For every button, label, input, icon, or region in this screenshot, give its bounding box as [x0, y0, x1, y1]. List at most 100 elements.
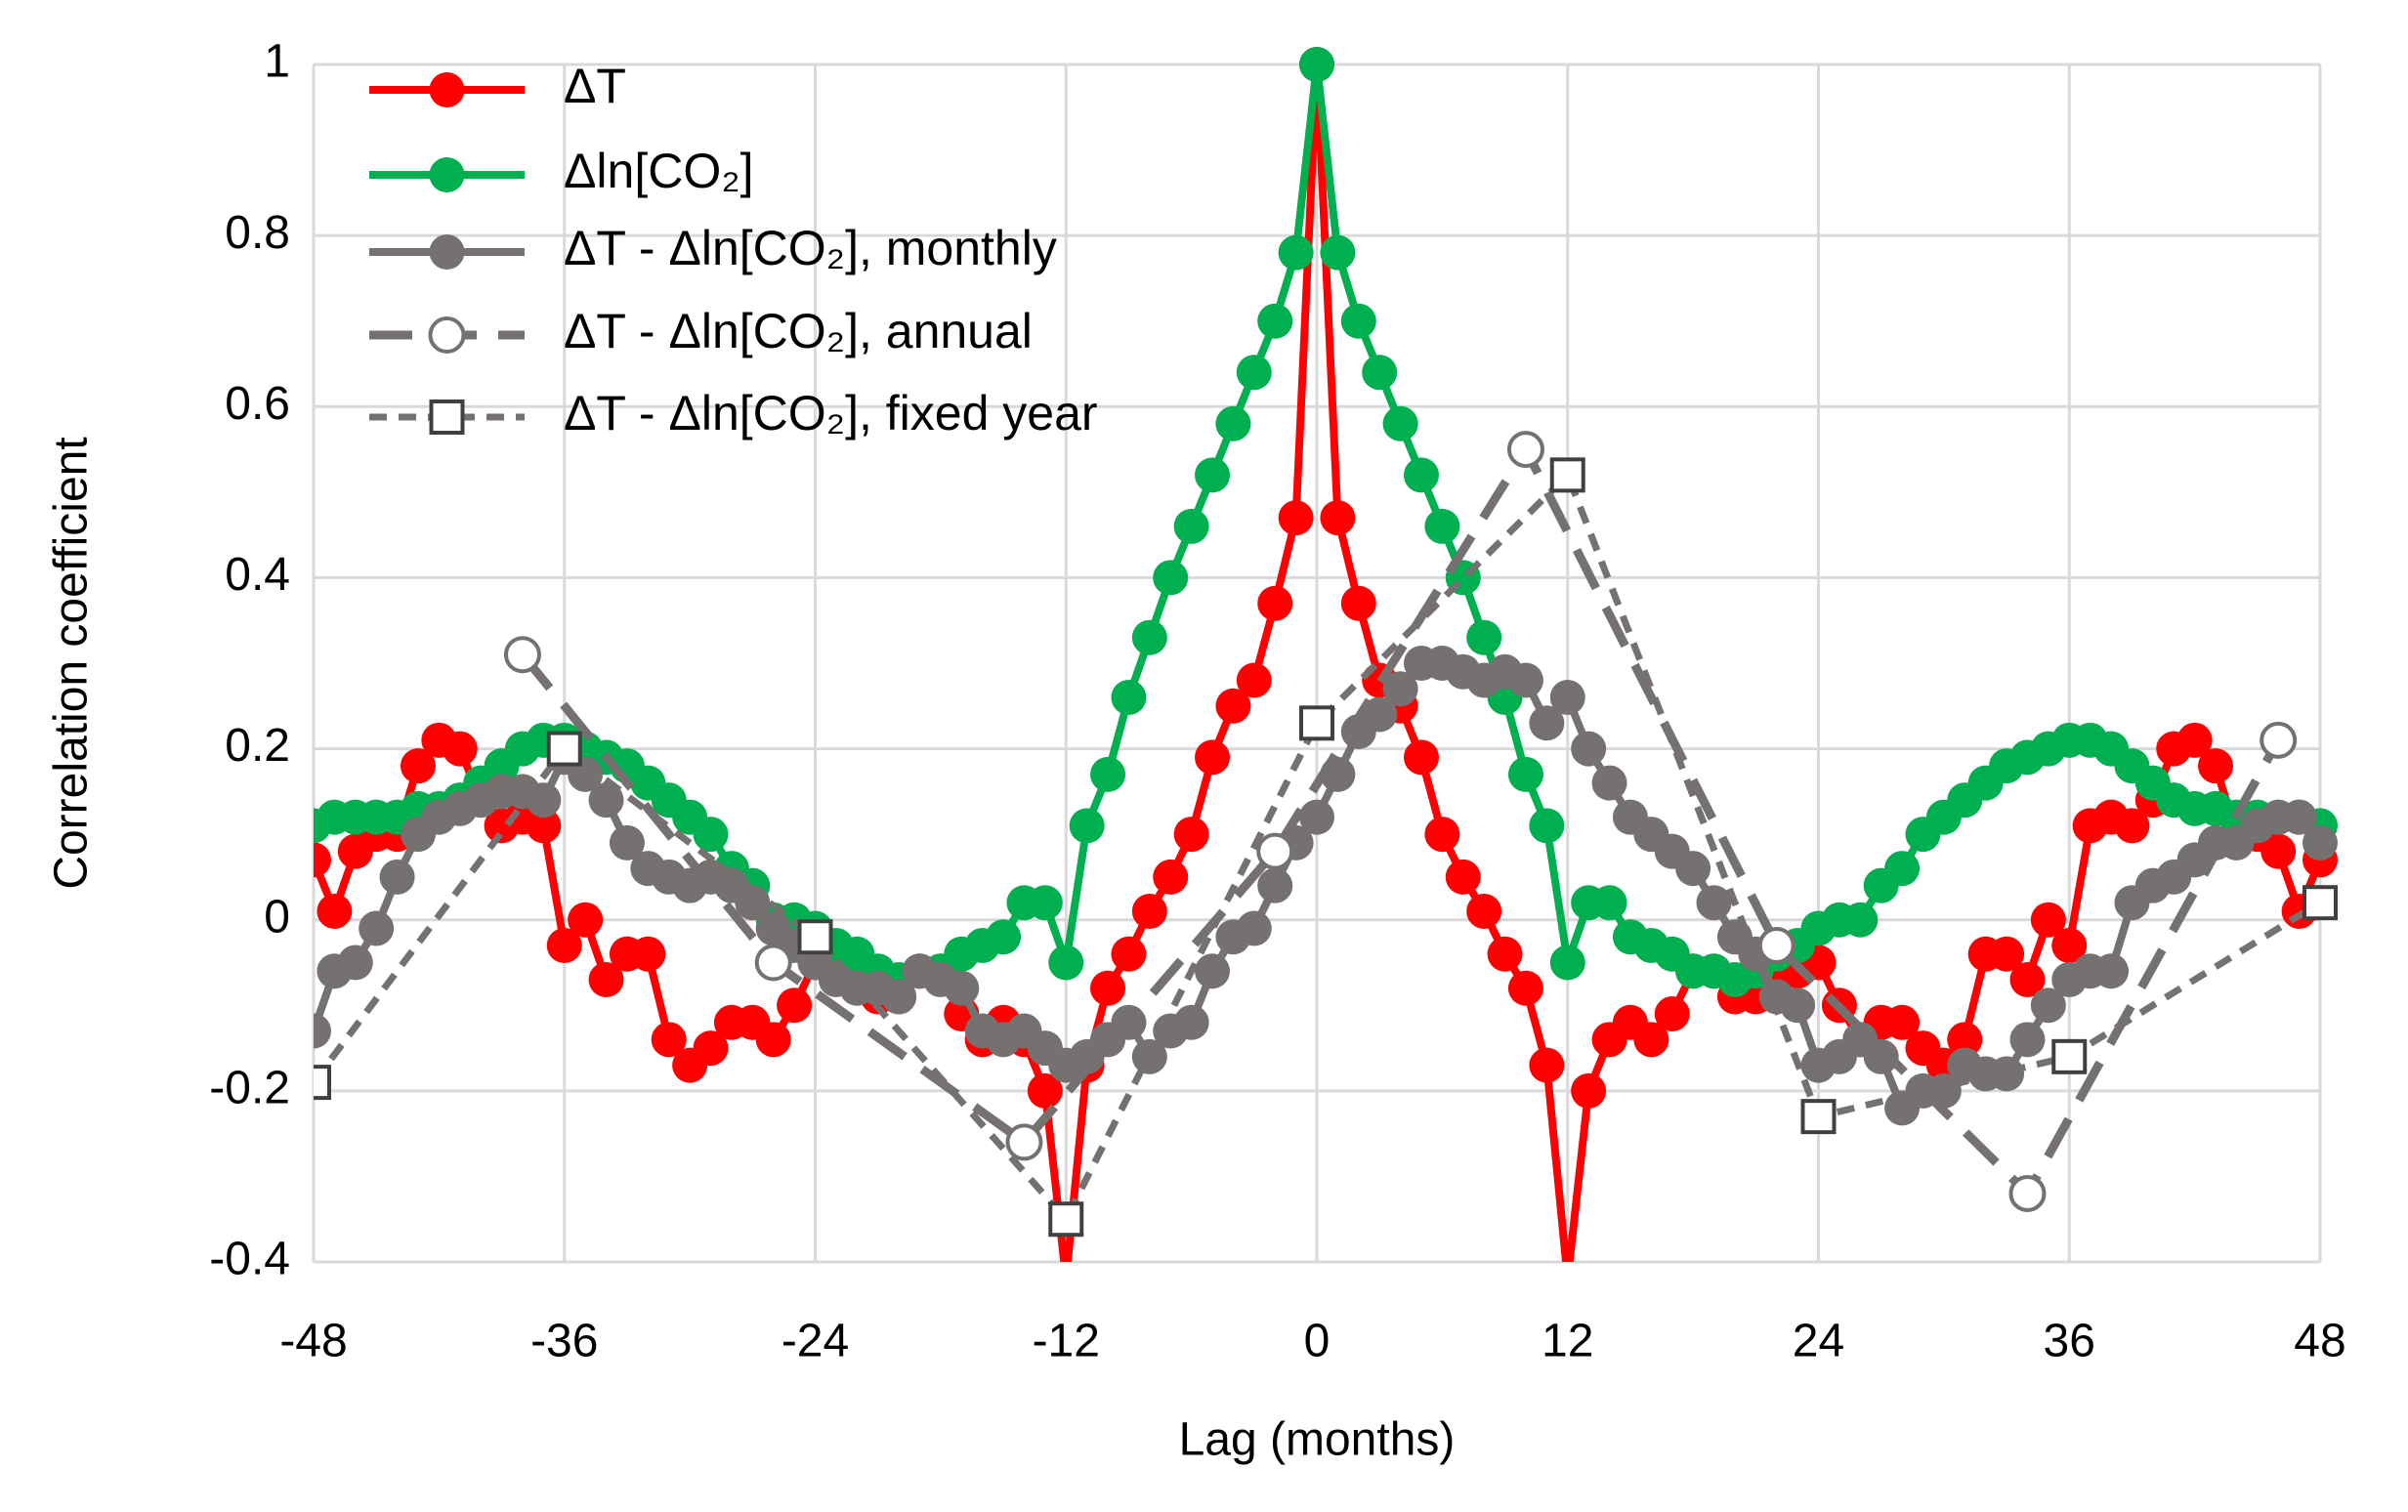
y-axis-title: Correlation coefficient: [46, 437, 98, 889]
data-point: [1320, 500, 1356, 536]
data-point: [1236, 662, 1272, 698]
x-tick-label: 12: [1542, 1316, 1593, 1367]
legend-label: ΔT - Δln[CO₂], annual: [564, 304, 1033, 358]
y-tick-label: -0.4: [209, 1234, 290, 1285]
data-point: [1507, 970, 1543, 1006]
data-point: [1549, 945, 1585, 981]
data-point: [2260, 721, 2298, 759]
data-point: [1299, 799, 1334, 835]
legend-marker: [429, 72, 465, 107]
data-point: [1563, 1261, 1572, 1262]
legend-label: Δln[CO₂]: [564, 144, 754, 198]
data-point: [588, 782, 624, 819]
x-tick-label: -12: [1033, 1316, 1100, 1367]
data-point: [1153, 859, 1189, 895]
legend-label: ΔT - Δln[CO₂], monthly: [564, 221, 1057, 275]
data-point: [1257, 585, 1293, 621]
data-point: [651, 1022, 687, 1058]
data-point: [1236, 355, 1272, 391]
data-point: [1320, 234, 1356, 271]
x-tick-label: -48: [279, 1316, 347, 1367]
data-point: [1884, 851, 1921, 887]
data-point: [1048, 945, 1084, 981]
data-point: [1842, 902, 1879, 938]
data-point: [2114, 808, 2150, 844]
data-point: [755, 1022, 791, 1058]
data-point: [1800, 1099, 1837, 1135]
data-point: [546, 731, 582, 767]
data-point: [359, 910, 395, 946]
data-point: [1424, 817, 1460, 853]
data-point: [314, 1065, 331, 1101]
data-point: [1487, 936, 1523, 972]
y-tick-label: -0.2: [209, 1063, 290, 1114]
data-point: [1780, 987, 1816, 1024]
data-point: [588, 962, 624, 998]
data-point: [1403, 457, 1439, 493]
data-point: [2093, 953, 2130, 989]
data-point: [1257, 867, 1293, 903]
data-point: [546, 927, 582, 963]
data-point: [1696, 885, 1732, 921]
data-point: [1090, 756, 1126, 792]
data-point: [1863, 1038, 1899, 1074]
data-point: [379, 859, 415, 895]
legend-marker: [428, 316, 466, 354]
data-point: [1529, 705, 1565, 741]
data-point: [1591, 765, 1627, 801]
data-point: [693, 817, 729, 853]
x-tick-label: 0: [1304, 1316, 1331, 1367]
x-axis-title: Lag (months): [1179, 1414, 1456, 1466]
data-point: [1257, 303, 1293, 339]
data-point: [881, 979, 917, 1015]
plot-area: [314, 47, 2338, 1262]
data-point: [1382, 405, 1418, 441]
y-tick-label: 0.4: [225, 549, 290, 601]
data-point: [1549, 457, 1585, 493]
y-tick-label: 0.2: [225, 720, 290, 772]
data-point: [1340, 585, 1376, 621]
data-point: [1591, 885, 1627, 921]
legend-label: ΔT - Δln[CO₂], fixed year: [564, 386, 1098, 441]
data-point: [1633, 1022, 1669, 1058]
data-point: [1195, 953, 1231, 989]
legend-marker: [429, 157, 465, 192]
data-point: [1256, 832, 1294, 870]
series-line: [314, 471, 2322, 1223]
data-point: [2302, 824, 2338, 861]
data-point: [2030, 902, 2066, 938]
data-point: [317, 893, 353, 929]
data-point: [1299, 705, 1334, 741]
data-point: [944, 970, 980, 1006]
data-point: [609, 824, 645, 861]
data-point: [526, 808, 562, 844]
data-point: [2176, 722, 2213, 758]
data-point: [1173, 817, 1209, 853]
y-tick-label: 0.8: [225, 207, 290, 259]
data-point: [1884, 1004, 1921, 1040]
data-point: [568, 902, 604, 938]
data-point: [693, 1030, 729, 1067]
data-point: [1027, 885, 1063, 921]
data-point: [1299, 47, 1334, 82]
data-point: [1215, 405, 1251, 441]
data-point: [1507, 662, 1543, 698]
y-tick-label: 0: [264, 891, 290, 943]
data-point: [1131, 619, 1167, 655]
data-point: [337, 945, 373, 981]
data-point: [1111, 936, 1147, 972]
data-point: [1445, 859, 1481, 895]
data-point: [1466, 619, 1502, 655]
data-point: [1111, 680, 1147, 716]
data-point: [2198, 748, 2234, 784]
data-point: [1424, 508, 1460, 544]
data-point: [1215, 688, 1251, 724]
data-point: [1529, 808, 1565, 844]
data-point: [1549, 680, 1585, 716]
data-point: [2030, 987, 2066, 1024]
data-point: [2302, 885, 2338, 921]
y-tick-label: 1: [264, 36, 290, 88]
data-point: [1362, 355, 1398, 391]
data-point: [777, 987, 813, 1024]
